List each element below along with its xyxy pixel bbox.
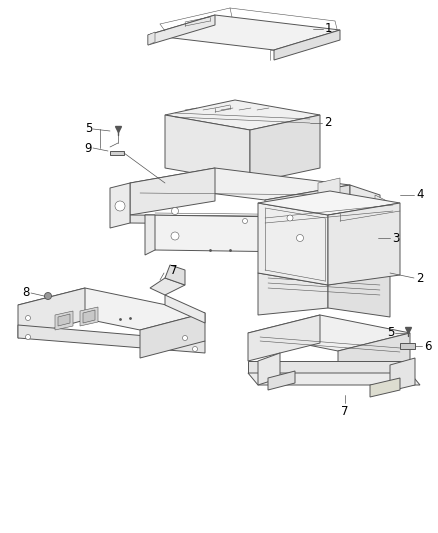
- Text: 7: 7: [170, 264, 177, 278]
- Polygon shape: [350, 185, 380, 228]
- Circle shape: [183, 335, 187, 341]
- Text: 5: 5: [85, 123, 92, 135]
- Polygon shape: [390, 358, 415, 391]
- Polygon shape: [110, 151, 124, 155]
- Polygon shape: [248, 315, 320, 361]
- Text: 5: 5: [387, 327, 394, 340]
- Polygon shape: [338, 333, 410, 379]
- Polygon shape: [130, 168, 350, 200]
- Circle shape: [45, 293, 52, 300]
- Text: 7: 7: [341, 405, 349, 418]
- Text: 6: 6: [424, 340, 431, 352]
- Polygon shape: [400, 343, 415, 349]
- Text: 3: 3: [392, 231, 399, 245]
- Polygon shape: [145, 215, 155, 255]
- Polygon shape: [268, 371, 295, 390]
- Text: 1: 1: [325, 22, 332, 36]
- Circle shape: [25, 335, 31, 340]
- Polygon shape: [148, 15, 340, 50]
- Polygon shape: [328, 275, 390, 317]
- Circle shape: [171, 232, 179, 240]
- Polygon shape: [110, 183, 130, 228]
- Text: 2: 2: [324, 117, 332, 130]
- Circle shape: [192, 346, 198, 351]
- Polygon shape: [328, 203, 400, 285]
- Polygon shape: [18, 288, 205, 330]
- Polygon shape: [55, 311, 73, 330]
- Circle shape: [25, 316, 31, 320]
- Polygon shape: [274, 30, 340, 60]
- Polygon shape: [250, 115, 320, 183]
- Polygon shape: [18, 325, 205, 353]
- Circle shape: [287, 215, 293, 221]
- Polygon shape: [18, 288, 85, 338]
- Polygon shape: [148, 15, 215, 45]
- Polygon shape: [258, 203, 328, 285]
- Polygon shape: [248, 373, 420, 385]
- Polygon shape: [150, 278, 185, 295]
- Circle shape: [115, 201, 125, 211]
- Polygon shape: [258, 191, 400, 215]
- Polygon shape: [130, 168, 215, 215]
- Polygon shape: [148, 32, 155, 45]
- Circle shape: [297, 235, 304, 241]
- Polygon shape: [258, 263, 390, 285]
- Polygon shape: [165, 100, 320, 130]
- Polygon shape: [375, 195, 395, 223]
- Circle shape: [172, 207, 179, 214]
- Polygon shape: [130, 215, 350, 225]
- Polygon shape: [83, 310, 95, 323]
- Polygon shape: [258, 273, 328, 315]
- Polygon shape: [80, 307, 98, 326]
- Polygon shape: [145, 215, 370, 253]
- Polygon shape: [140, 313, 205, 358]
- Text: 2: 2: [416, 271, 424, 285]
- Polygon shape: [58, 314, 70, 326]
- Text: 8: 8: [23, 287, 30, 300]
- Polygon shape: [258, 353, 280, 385]
- Polygon shape: [165, 115, 250, 183]
- Text: 9: 9: [85, 141, 92, 155]
- Circle shape: [243, 219, 247, 223]
- Polygon shape: [318, 178, 340, 203]
- Polygon shape: [165, 265, 185, 285]
- Text: 4: 4: [416, 189, 424, 201]
- Polygon shape: [165, 295, 205, 323]
- Polygon shape: [370, 378, 400, 397]
- Polygon shape: [248, 361, 410, 373]
- Polygon shape: [248, 315, 410, 351]
- Polygon shape: [265, 185, 350, 233]
